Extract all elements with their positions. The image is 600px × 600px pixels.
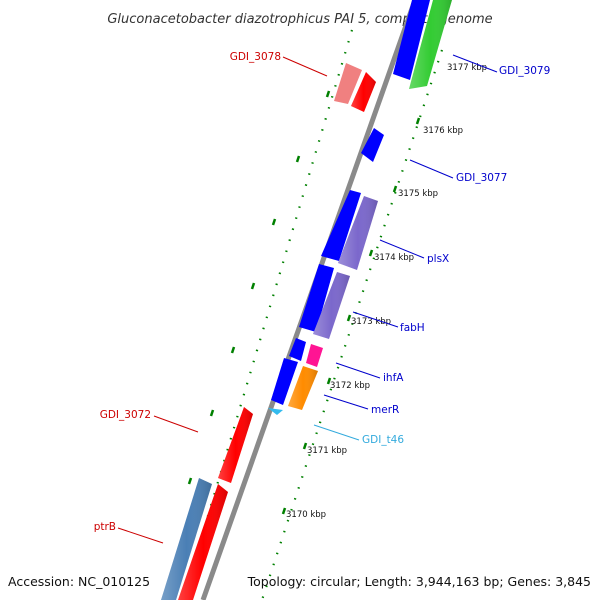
map-title: Gluconacetobacter diazotrophicus PAI 5, … (107, 12, 492, 27)
gene-gdi-3078-pseudo[interactable] (334, 63, 362, 104)
gene-label-gdi-t46[interactable]: GDI_t46 (362, 434, 404, 446)
scale-label-3170: 3170 kbp (286, 510, 326, 520)
accession-text: Accession: NC_010125 (8, 574, 150, 589)
gene-plsx-feature[interactable] (321, 190, 361, 261)
gene-gdi-3079-feature[interactable] (393, 0, 430, 80)
scale-label-3175: 3175 kbp (398, 189, 438, 199)
trna-gdi-t46-feature[interactable] (268, 408, 283, 415)
label-leaders (117, 54, 498, 544)
gene-ihfa-feature[interactable] (289, 338, 306, 361)
gene-label-gdi-3077[interactable]: GDI_3077 (456, 172, 507, 184)
magenta-feature[interactable] (306, 344, 323, 367)
topology-text: Topology: circular; Length: 3,944,163 bp… (247, 574, 591, 589)
gene-fabh-feature[interactable] (299, 264, 334, 332)
scale-label-3174: 3174 kbp (374, 253, 414, 263)
gene-gdi-3077-feature[interactable] (361, 128, 384, 162)
scale-labels: 3177 kbp 3176 kbp 3175 kbp 3174 kbp 3173… (286, 63, 487, 520)
scale-label-3173: 3173 kbp (351, 317, 391, 327)
scale-label-3177: 3177 kbp (447, 63, 487, 73)
gene-label-gdi-3072[interactable]: GDI_3072 (100, 409, 151, 421)
gene-label-gdi-3078[interactable]: GDI_3078 (230, 51, 281, 63)
gene-label-ihfa[interactable]: ihfA (383, 372, 404, 384)
gene-label-fabh[interactable]: fabH (400, 322, 425, 334)
gene-merr-feature[interactable] (271, 358, 298, 405)
feature-track (161, 0, 452, 600)
scale-label-3172: 3172 kbp (330, 381, 370, 391)
gene-label-merr[interactable]: merR (371, 404, 399, 416)
gene-label-gdi-3079[interactable]: GDI_3079 (499, 65, 550, 77)
gene-labels: GDI_3078 GDI_3079 GDI_3077 plsX fabH ihf… (94, 51, 551, 533)
gene-label-ptrb[interactable]: ptrB (94, 521, 116, 533)
scale-label-3176: 3176 kbp (423, 126, 463, 136)
scale-label-3171: 3171 kbp (307, 446, 347, 456)
gene-label-plsx[interactable]: plsX (427, 253, 449, 265)
